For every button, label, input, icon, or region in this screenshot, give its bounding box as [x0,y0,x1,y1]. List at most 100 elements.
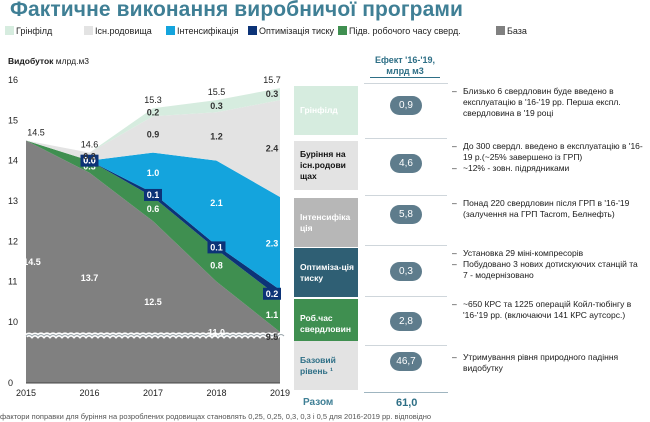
data-label: 2.3 [266,238,279,248]
y-tick-label: 16 [8,75,18,85]
effect-value-existing-fields: 4,6 [390,154,422,173]
y-tick-label: 10 [8,317,18,327]
legend-item-pressure: Оптимізація тиску [248,26,334,36]
chart-legend: Грінфілд Іcн.родовища Інтенсифікація Опт… [0,24,650,38]
y-tick-label: 12 [8,236,18,246]
y-axis-label: Видобуток млрд.м3 [8,56,90,66]
effect-column-header: Ефект '16-'19, млрд м3 [370,55,440,78]
total-label: 15.3 [144,95,162,105]
category-pressure-optimization: Оптиміза-ція тиску [294,248,358,297]
row-divider [365,195,447,196]
data-label: 0.9 [147,129,160,139]
bullets-greenfield: Близько 6 свердловин буде введено в експ… [452,86,644,119]
bullets-intensification: Понад 220 свердловин після ГРП в '16-'19… [452,198,644,220]
y-tick-label: 14 [8,156,18,166]
data-label: 9.5 [266,332,279,342]
y-tick-label: 11 [8,277,17,287]
data-label: 14.5 [23,257,41,267]
category-work-time: Роб.час свердловин [294,299,358,348]
production-area-chart: 0 10 11 12 13 14 15 16 2015 2016 2017 2018 2019 14.5 1… [8,75,290,398]
area-series-5 [26,88,280,153]
data-label: 0.2 [266,289,279,299]
data-label: 0.1 [210,242,223,252]
footnote: фактори поправки для буріння на розробле… [0,412,432,421]
bullet-text: ~650 КРС та 1225 операцій Койл-тюбінгу в… [452,299,644,321]
data-label: 2.1 [210,198,223,208]
data-label: 1.0 [147,168,160,178]
y-tick-label: 13 [8,196,18,206]
legend-swatch-work-time [338,26,347,35]
data-label: 11.0 [208,327,225,337]
legend-swatch-existing-fields [84,26,93,35]
row-divider [365,245,447,246]
bullet-text: Установка 29 міні-компресорів [452,248,644,259]
bullets-base-level: Утримування рівня природного падіння вид… [452,352,644,374]
bullets-work-time: ~650 КРС та 1225 операцій Койл-тюбінгу в… [452,299,644,321]
axis-break-wave [25,334,285,337]
value-label-box [207,241,226,254]
total-value: 61,0 [396,397,418,409]
effect-value-greenfield: 0,9 [390,96,422,115]
bullet-text: До 300 свердл. введено в експлуатацію в … [452,141,644,163]
legend-item-greenfield: Грінфілд [5,26,52,36]
header-divider [364,83,448,84]
data-label: 0.3 [266,89,279,99]
legend-item-existing-fields: Іcн.родовища [84,26,152,36]
data-label: 0.0 [83,156,96,166]
effect-value-base-level: 46,7 [390,352,422,371]
total-label: 14.5 [27,128,45,138]
x-tick-label: 2018 [206,388,226,398]
value-label-box [263,287,281,300]
total-label: 15.7 [263,75,281,85]
area-series-3 [26,140,280,290]
row-divider [365,345,447,346]
value-label-box [144,188,162,201]
legend-item-work-time: Підв. робочого часу сверд. [338,26,461,36]
data-label: 2.4 [266,144,279,154]
total-divider [364,392,448,393]
bullet-text: Близько 6 свердловин буде введено в експ… [452,86,644,119]
bullet-text: Понад 220 свердловин після ГРП в '16-'19… [452,198,644,220]
bullets-pressure-optimization: Установка 29 міні-компресорів Побудовано… [452,248,644,281]
data-label: 0.1 [147,190,160,200]
effect-value-pressure-optimization: 0,3 [390,262,422,281]
data-label: 0.0 [83,156,96,166]
total-label: Разом [303,397,334,408]
bullet-text: ~12% - зовн. підрядниками [452,163,644,174]
x-tick-label: 2015 [16,388,36,398]
effect-value-work-time: 2,8 [390,312,422,331]
data-label: 1.1 [266,310,279,320]
data-label: 1.2 [210,131,223,141]
data-label: 0.3 [83,162,96,172]
total-label: 14.6 [81,140,99,150]
x-tick-label: 2017 [143,388,163,398]
x-tick-label: 2016 [79,388,99,398]
bullets-existing-fields: До 300 свердл. введено в експлуатацію в … [452,141,644,174]
x-tick-label: 2019 [270,388,290,398]
row-divider [365,138,447,139]
legend-swatch-pressure [248,26,257,35]
bullet-text: Побудовано 3 нових дотискуючих станцій т… [452,259,644,281]
y-tick-label: 0 [8,378,13,388]
category-greenfield: Грінфілд [294,86,358,135]
page-title: Фактичне виконання виробничої програми [10,0,464,21]
effect-value-intensification: 5,8 [390,205,422,224]
legend-swatch-greenfield [5,26,14,35]
data-label: 0.6 [147,204,160,214]
legend-swatch-intensification [166,26,175,35]
data-label: 13.7 [81,273,99,283]
category-existing-fields: Буріння на існ.родови щах [294,141,358,190]
bullet-text: Утримування рівня природного падіння вид… [452,352,644,374]
y-tick-label: 15 [8,115,18,125]
row-divider [365,296,447,297]
data-label: 12.5 [144,297,162,307]
area-series-4 [26,100,280,197]
data-label: 0.2 [147,107,160,117]
data-label: 0.8 [210,261,223,271]
legend-item-base: База [496,26,527,36]
category-intensification: Інтенсифіка ція [294,198,358,247]
area-series-0 [26,140,280,383]
total-label: 15.5 [208,87,226,97]
legend-item-intensification: Інтенсифікація [166,26,239,36]
category-base-level: Базовий рівень ¹ [294,341,358,390]
